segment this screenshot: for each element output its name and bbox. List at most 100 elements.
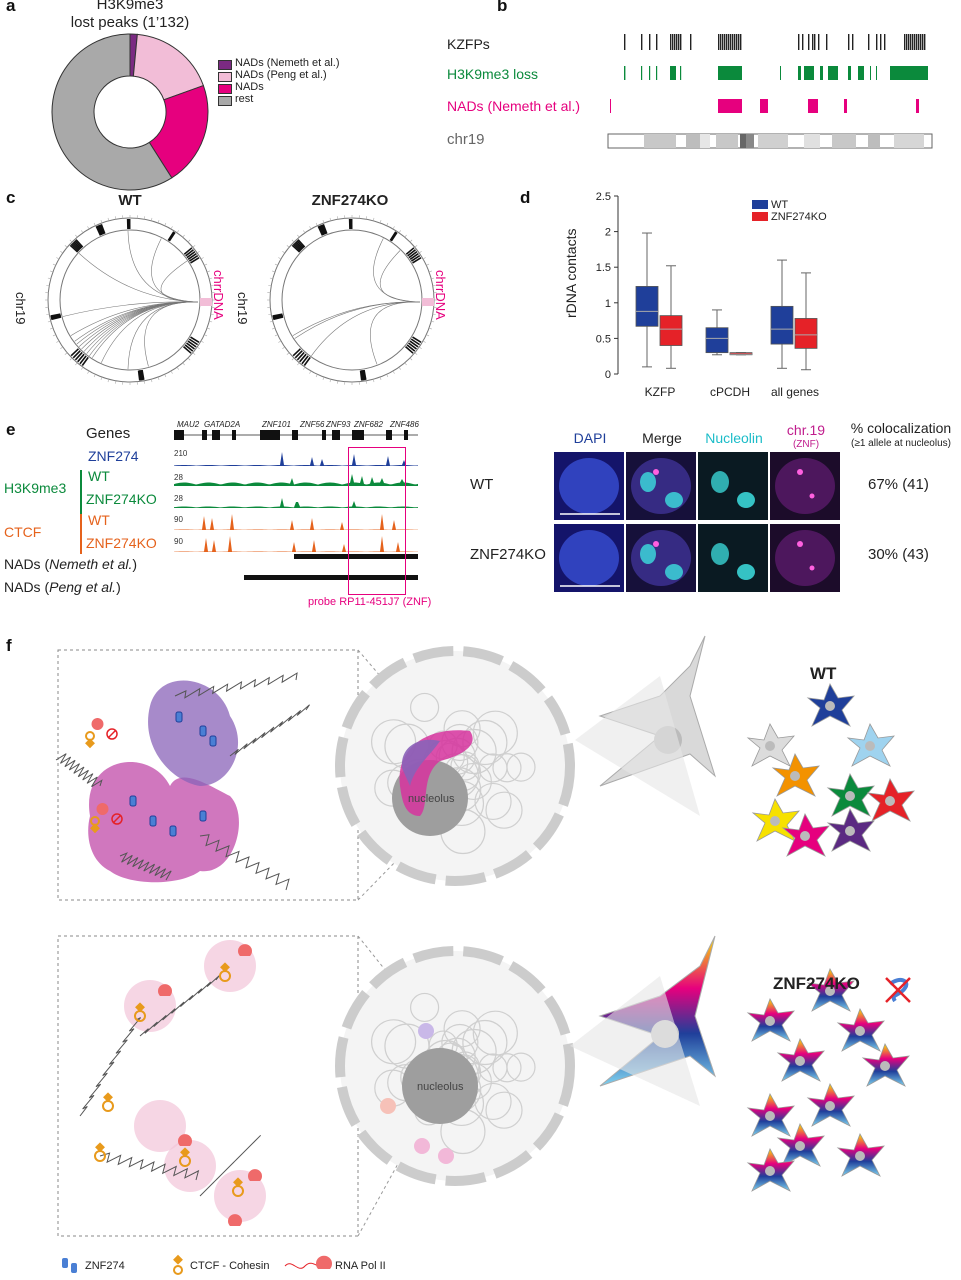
circos-tick (56, 340, 60, 343)
small-cell-nucleus (765, 741, 775, 751)
circos-tick (432, 313, 436, 316)
circos-tick (100, 220, 103, 224)
circos-tick (107, 379, 110, 383)
track-ctcf-ko-label: ZNF274KO (86, 535, 157, 551)
circos-tick (386, 222, 389, 226)
nucleolar-domain (401, 739, 440, 786)
kzfp-mark (908, 34, 910, 50)
row-wt-value: 67% (41) (868, 476, 929, 493)
circos-tick (150, 217, 153, 221)
chr19-tracks (607, 34, 933, 149)
boxplot-ylabel: rDNA contacts (563, 228, 579, 318)
box-ZNF274KO (794, 318, 818, 349)
circos-gene-block (292, 243, 302, 252)
circos-tick (329, 379, 332, 383)
small-cell-nucleus (845, 791, 855, 801)
circos-tick (176, 366, 179, 370)
nucleus-wt (335, 646, 575, 886)
chr19-band (868, 134, 880, 148)
small-cell (746, 1093, 795, 1137)
circos-tick (87, 370, 90, 374)
circos-tick (418, 251, 422, 254)
circos-tick (100, 376, 103, 380)
circos-tick (422, 257, 426, 260)
kzfp-mark (910, 34, 912, 50)
probe-highlight-box (348, 447, 406, 595)
circos-tick (398, 366, 401, 370)
donut-chart (51, 33, 209, 191)
donut-title-line1: H3K9me3 (96, 0, 164, 13)
circos-tick (210, 313, 214, 316)
micrograph-bg (698, 452, 768, 520)
donut-title-line2: lost peaks (1’132) (70, 14, 190, 31)
circos-tick (192, 352, 196, 355)
circos-gene-block (70, 243, 80, 252)
tad-domain (148, 680, 239, 786)
circos-tick (206, 270, 210, 273)
coloc-title: % colocalization (850, 420, 952, 436)
legend-label: NADs (235, 81, 264, 93)
circos-outer-ring (47, 217, 213, 383)
h3k9me3-loss-mark (876, 66, 877, 80)
kzfp-mark (924, 34, 926, 50)
circos-gene-block (187, 252, 197, 260)
circos-wt-title: WT (118, 192, 142, 209)
chromatin-fiber (199, 834, 290, 891)
circos-tick (414, 352, 418, 355)
nads-mark (760, 99, 768, 113)
panel-letter-f: f (6, 636, 12, 655)
circos-gene-block (390, 232, 398, 242)
merge-nucleus (631, 458, 691, 514)
circos-tick (81, 366, 84, 370)
chromatin-loop (443, 1010, 481, 1048)
circos-tick (297, 362, 300, 366)
circos-gene-block (295, 241, 304, 250)
small-cell (836, 1008, 885, 1052)
col-chr19-sub: (ZNF) (792, 439, 820, 450)
nads-mark (808, 99, 818, 113)
small-cell (826, 773, 875, 817)
circos-tick (69, 239, 73, 243)
circos-tick (75, 234, 78, 238)
znf274-icon (149, 815, 157, 827)
circos-tick (431, 277, 435, 280)
small-cell-nucleus (765, 1016, 775, 1026)
circos-link (151, 238, 199, 303)
kzfp-mark (884, 34, 886, 50)
circos-gene-block (100, 223, 106, 234)
micrograph-tile (626, 524, 696, 592)
circos-ko-rdna-label: chrrDNA (433, 270, 448, 320)
legend-label: NADs (Peng et al.) (235, 69, 327, 81)
circos-tick (309, 370, 312, 374)
circos-link (70, 301, 199, 336)
gene-exon (352, 430, 364, 440)
h3k9me3-loss-mark (858, 66, 864, 80)
circos-tick (291, 239, 295, 243)
x-category-label: cPCDH (710, 385, 750, 399)
chr19-band (832, 134, 856, 148)
kzfp-mark (674, 34, 676, 50)
h3k9me3-loss-mark (680, 66, 682, 80)
circos-tick (336, 380, 339, 384)
signal-track (174, 514, 418, 530)
circos-tick (56, 257, 60, 260)
circos-tick (329, 217, 332, 221)
chromatin-fiber (55, 753, 103, 788)
circos-tick (278, 257, 282, 260)
chr19-spot (809, 565, 815, 571)
circos-tick (286, 352, 290, 355)
small-cell (806, 1083, 855, 1127)
dispersed-domain (438, 1148, 454, 1164)
circos-tick (278, 340, 282, 343)
circos-ko (267, 215, 437, 385)
circos-tick (187, 357, 191, 361)
track-h3k9me3-label: H3K9me3 (4, 480, 67, 496)
circos-tick (426, 263, 430, 266)
model-wt-title: WT (810, 664, 837, 683)
row-wt-label: WT (470, 476, 494, 493)
chromatin-loop (492, 753, 522, 783)
circos-tick (46, 284, 50, 287)
circos-tick (431, 320, 435, 323)
circos-tick (392, 370, 395, 374)
circos-gene-block (320, 224, 326, 235)
